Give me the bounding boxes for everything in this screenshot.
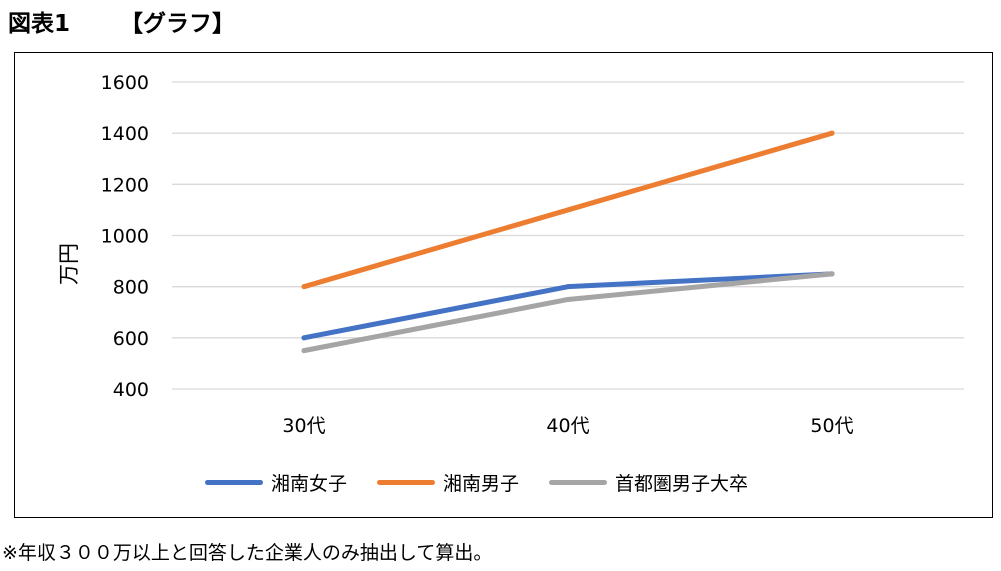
- y-tick-label: 600: [113, 328, 149, 350]
- y-tick-label: 1400: [101, 123, 149, 145]
- legend-label: 首都圏男子大卒: [615, 472, 749, 495]
- data-point: [565, 207, 571, 213]
- legend-item: 首都圏男子大卒: [549, 469, 748, 496]
- gridlines: [172, 81, 964, 390]
- y-axis-label: 万円: [57, 243, 81, 285]
- data-point: [301, 348, 307, 354]
- legend: 湘南女子 湘南男子 首都圏男子大卒: [205, 467, 748, 497]
- figure-label: 図表1: [8, 11, 71, 37]
- legend-label: 湘南男子: [443, 472, 520, 495]
- chart-frame: [14, 52, 993, 518]
- data-point: [301, 335, 307, 341]
- x-tick-label: 50代: [810, 415, 853, 437]
- y-tick-labels: 400 600 800 1000 1200 1400 1600: [101, 72, 149, 401]
- figure-title: 図表1 【グラフ】: [8, 4, 235, 38]
- y-tick-label: 1000: [101, 226, 149, 248]
- y-tick-label: 1600: [101, 72, 149, 94]
- legend-swatch: [549, 479, 608, 485]
- data-point: [829, 130, 835, 136]
- legend-item: 湘南男子: [377, 469, 519, 496]
- y-tick-label: 800: [113, 277, 149, 299]
- data-point: [301, 284, 307, 290]
- legend-swatch: [377, 479, 436, 485]
- legend-label: 湘南女子: [271, 472, 348, 495]
- legend-item: 湘南女子: [205, 469, 347, 496]
- data-point: [565, 284, 571, 290]
- x-tick-label: 30代: [282, 415, 325, 437]
- legend-swatch: [205, 479, 263, 485]
- figure-heading: 【グラフ】: [120, 11, 236, 37]
- y-tick-label: 1200: [101, 174, 149, 196]
- series-lines: [301, 130, 835, 354]
- line-chart: 万円 400 600 800 1000 1200 1400 1600 30代 40代 50代: [57, 72, 964, 437]
- y-tick-label: 400: [113, 379, 149, 401]
- data-point: [829, 271, 835, 277]
- footnote: ※年収３００万以上と回答した企業人のみ抽出して算出。: [2, 542, 493, 564]
- x-tick-label: 40代: [546, 415, 589, 437]
- x-tick-labels: 30代 40代 50代: [282, 415, 853, 437]
- data-point: [565, 296, 571, 302]
